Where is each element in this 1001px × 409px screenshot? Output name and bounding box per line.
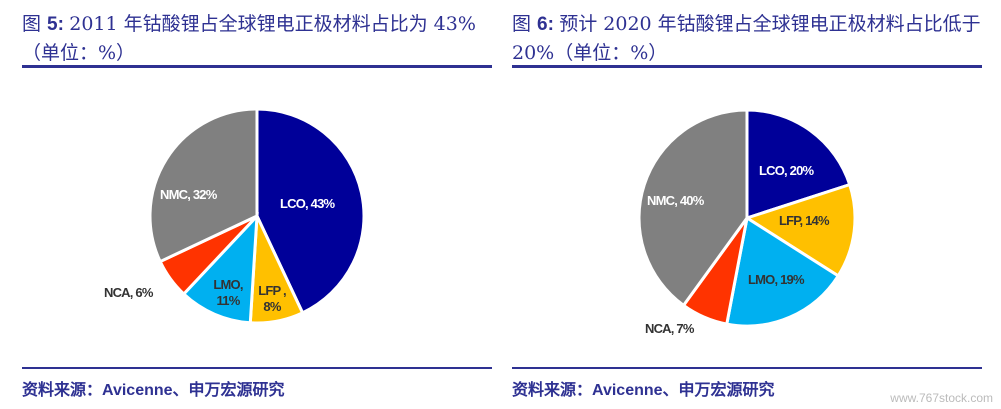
pie-chart	[148, 107, 366, 325]
chart-panel-fig5: 图 5: 2011 年钴酸锂占全球锂电正极材料占比为 43% （单位：%） LCO…	[0, 0, 492, 409]
chart-title: 图 5: 2011 年钴酸锂占全球锂电正极材料占比为 43% （单位：%）	[22, 13, 476, 64]
slice-label-nmc: NMC, 40%	[647, 193, 704, 208]
source-divider	[22, 367, 492, 369]
source-divider	[512, 367, 982, 369]
slice-label-lco: LCO, 20%	[759, 163, 814, 178]
slice-label-nca: NCA, 7%	[645, 321, 694, 336]
source-note: 资料来源：Avicenne、申万宏源研究	[22, 382, 285, 399]
pie-slice-lco	[745, 108, 852, 221]
chart-panel-fig6: 图 6: 预计 2020 年钴酸锂占全球锂电正极材料占比低于 20%（单位：%）…	[490, 0, 982, 409]
slice-label-nca: NCA, 6%	[104, 285, 153, 300]
slice-label-nmc: NMC, 32%	[160, 187, 217, 202]
pie-slice-lfp	[743, 182, 857, 278]
slice-label-lmo: LMO, 11%	[213, 277, 243, 308]
slice-label-lfp: LFP, 14%	[779, 213, 830, 228]
chart-title: 图 6: 预计 2020 年钴酸锂占全球锂电正极材料占比低于 20%（单位：%）	[512, 13, 981, 64]
title-divider	[512, 65, 982, 68]
title-divider	[22, 65, 492, 68]
slice-label-lco: LCO, 43%	[280, 196, 335, 211]
watermark: www.767stock.com	[890, 391, 993, 405]
pie-slice-lmo	[725, 215, 841, 328]
pie-slice-nmc	[637, 108, 749, 308]
pie-chart	[637, 108, 857, 328]
pie-slice-nmc	[148, 107, 259, 264]
slice-label-lmo: LMO, 19%	[748, 272, 805, 287]
slice-label-lfp: LFP , 8%	[258, 283, 286, 314]
source-note: 资料来源：Avicenne、申万宏源研究	[512, 382, 775, 399]
pie-slice-lco	[255, 107, 366, 315]
